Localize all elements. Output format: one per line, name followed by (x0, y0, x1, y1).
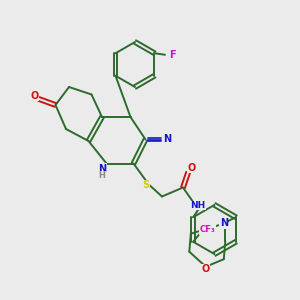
Text: O: O (30, 91, 39, 101)
Text: N: N (220, 218, 228, 228)
Text: F: F (169, 50, 176, 60)
Text: CF₃: CF₃ (200, 225, 215, 234)
Text: N: N (98, 164, 106, 174)
Text: S: S (142, 180, 149, 190)
Text: NH: NH (190, 201, 206, 210)
Text: O: O (188, 163, 196, 173)
Text: N: N (163, 134, 172, 145)
Text: O: O (202, 264, 210, 274)
Text: H: H (99, 171, 105, 180)
